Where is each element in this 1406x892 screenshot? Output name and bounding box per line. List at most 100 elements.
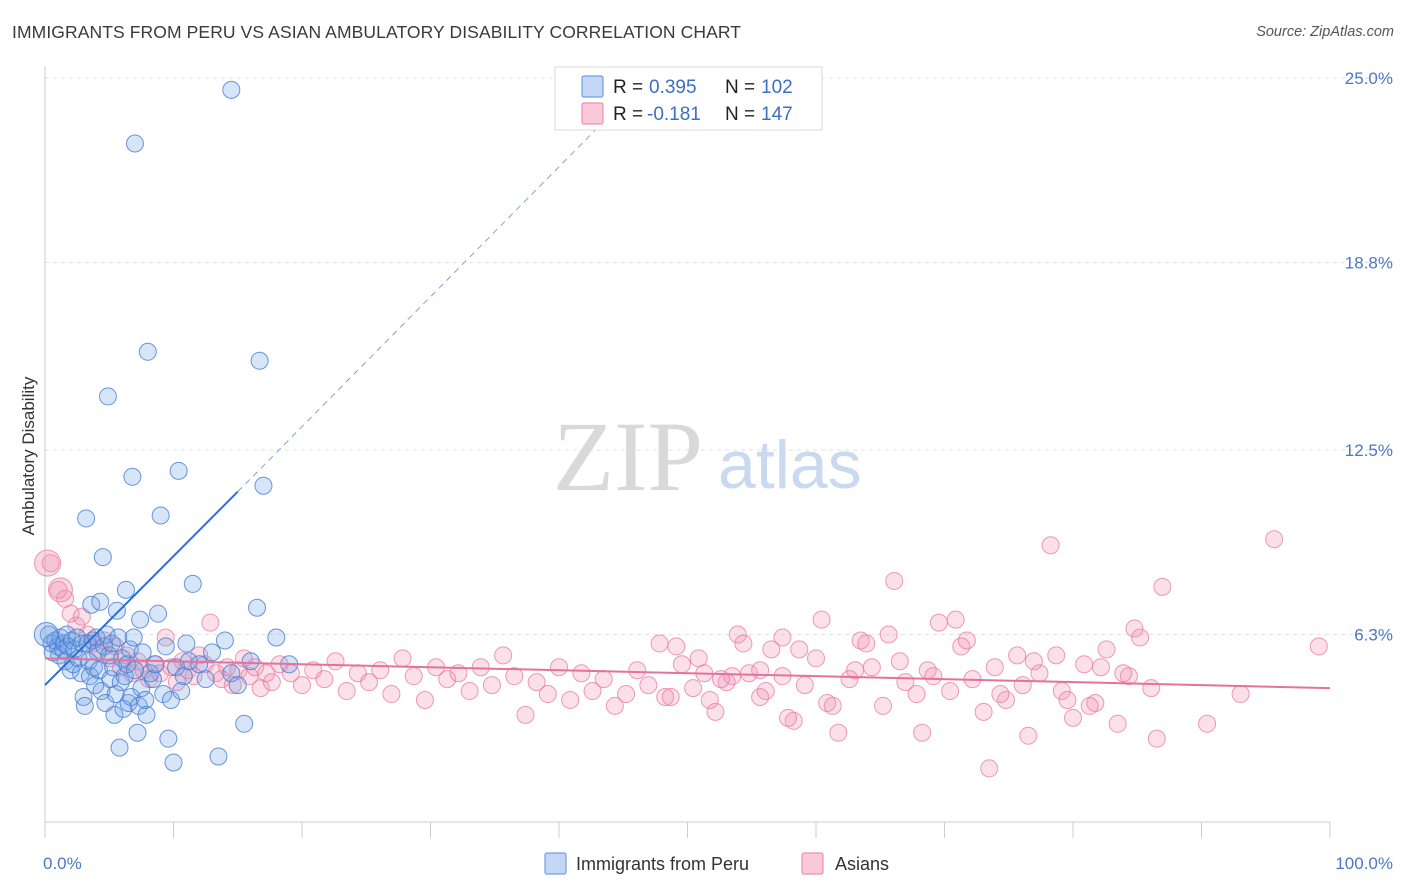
data-point-asians <box>257 664 276 683</box>
data-point-asians <box>807 649 825 668</box>
y-tick-label: 18.8% <box>1345 254 1393 273</box>
data-point-peru <box>146 655 165 674</box>
data-point-asians <box>862 658 881 677</box>
trend-line-peru-extension <box>237 101 624 493</box>
data-point-asians <box>371 661 390 680</box>
data-point-asians <box>167 673 186 692</box>
watermark-atlas: atlas <box>718 427 862 503</box>
data-point-peru <box>110 738 129 757</box>
data-point-asians <box>656 688 675 707</box>
data-point-peru <box>241 652 260 671</box>
data-point-asians <box>957 631 976 650</box>
data-point-asians <box>151 664 170 683</box>
data-point-asians <box>762 640 781 659</box>
legend-n-value-asians: 147 <box>761 104 793 125</box>
data-point-peru <box>203 643 222 662</box>
data-point-asians <box>460 682 479 701</box>
data-point-asians <box>337 682 356 701</box>
data-point-asians <box>734 634 753 653</box>
data-point-peru <box>159 729 178 748</box>
data-point-peru <box>156 637 175 656</box>
data-point-asians <box>326 652 345 671</box>
chart-title: IMMIGRANTS FROM PERU VS ASIAN AMBULATORY… <box>12 22 742 42</box>
data-point-asians <box>382 685 401 704</box>
data-point-asians <box>1075 655 1094 674</box>
data-point-asians <box>583 682 602 701</box>
data-point-peru <box>106 685 125 704</box>
data-point-asians <box>779 708 798 727</box>
data-point-asians <box>1013 676 1032 695</box>
data-point-asians <box>494 646 513 665</box>
data-point-peru <box>169 461 188 480</box>
data-point-asians <box>795 676 814 695</box>
data-point-peru <box>222 664 241 683</box>
data-point-peru <box>228 676 247 695</box>
watermark-zip: ZIP <box>553 401 703 512</box>
legend-r-label-peru: R = <box>613 77 643 98</box>
data-point-asians <box>184 667 203 686</box>
legend-n-label-asians: N = <box>725 104 755 125</box>
data-point-asians <box>1047 646 1066 665</box>
data-point-peru <box>93 548 112 567</box>
data-point-peru <box>196 670 215 689</box>
data-point-asians <box>438 670 457 689</box>
data-point-asians <box>818 693 837 712</box>
data-point-asians <box>594 670 613 689</box>
bottom-legend-label-peru: Immigrants from Peru <box>576 854 749 874</box>
data-point-peru <box>222 80 241 99</box>
data-point-asians <box>790 640 809 659</box>
data-point-asians <box>1309 637 1328 656</box>
data-point-peru <box>161 690 180 709</box>
data-point-peru <box>123 467 142 486</box>
data-point-asians <box>980 759 999 778</box>
y-tick-label: 25.0% <box>1345 69 1393 88</box>
data-points <box>33 80 1328 778</box>
data-point-asians <box>572 664 591 683</box>
data-point-asians <box>1058 690 1077 709</box>
data-point-asians <box>639 676 658 695</box>
x-tick-label: 0.0% <box>43 854 82 873</box>
data-point-peru <box>137 705 156 724</box>
legend-n-label-peru: N = <box>725 77 755 98</box>
data-point-asians <box>293 676 311 695</box>
data-point-asians <box>1080 696 1099 715</box>
data-point-asians <box>913 723 932 742</box>
data-point-asians <box>890 652 909 671</box>
data-point-peru <box>116 580 135 599</box>
data-point-asians <box>72 607 91 626</box>
data-point-peru <box>92 682 111 701</box>
data-point-asians <box>1108 714 1127 733</box>
data-point-peru <box>124 628 143 647</box>
data-point-asians <box>1064 708 1082 727</box>
data-point-asians <box>1019 726 1038 745</box>
data-point-asians <box>1097 640 1116 659</box>
data-point-asians <box>846 661 865 680</box>
data-point-asians <box>667 637 686 656</box>
legend-r-label-asians: R = <box>613 104 643 125</box>
data-point-peru <box>138 342 157 361</box>
data-point-peru <box>125 661 144 680</box>
legend-r-value-asians: -0.181 <box>647 104 701 125</box>
data-point-asians <box>706 702 725 721</box>
data-point-asians <box>1153 577 1172 596</box>
data-point-asians <box>756 682 775 701</box>
watermark: ZIP atlas <box>553 401 862 512</box>
data-point-asians <box>538 685 557 704</box>
data-point-asians <box>985 658 1004 677</box>
data-point-peru <box>248 598 267 617</box>
data-point-asians <box>315 670 334 689</box>
data-point-peru <box>172 682 191 701</box>
data-point-peru <box>91 592 110 611</box>
legend-top: R = 0.395 N = 102 R = -0.181 N = 147 <box>554 66 823 131</box>
data-point-peru <box>68 628 87 647</box>
data-point-asians <box>946 610 965 629</box>
data-point-asians <box>700 690 719 709</box>
data-point-peru <box>105 705 124 724</box>
data-point-asians <box>1041 536 1060 555</box>
legend-r-value-peru: 0.395 <box>649 77 697 98</box>
data-point-asians <box>885 571 904 590</box>
data-point-asians <box>1125 619 1144 638</box>
data-point-peru <box>107 601 126 620</box>
data-point-asians <box>415 690 434 709</box>
